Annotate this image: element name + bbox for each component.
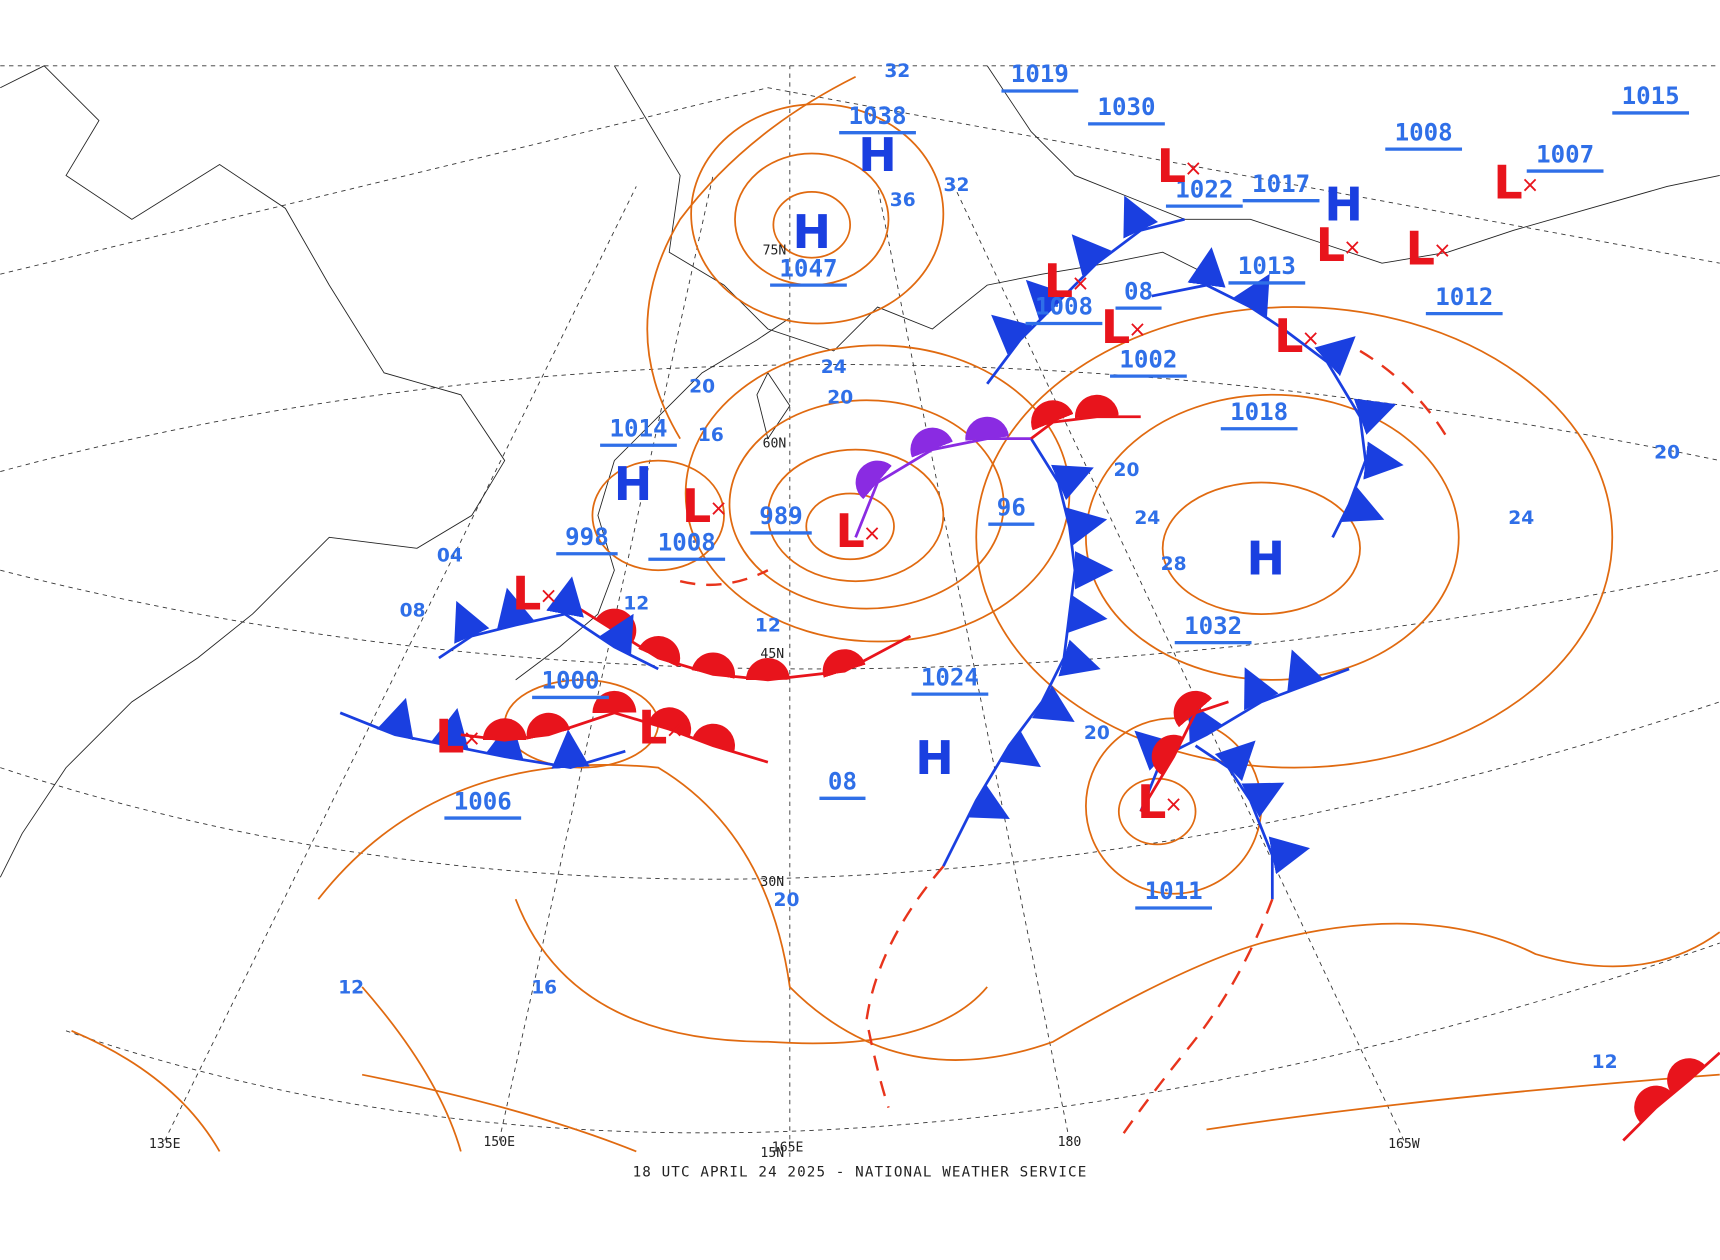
latitude-label: 60N bbox=[763, 436, 787, 451]
isobar-label: 12 bbox=[338, 978, 364, 999]
isobar-label: 20 bbox=[827, 388, 853, 409]
low-center: L bbox=[1493, 155, 1522, 209]
isobar-label: 16 bbox=[531, 978, 557, 999]
low-center: L bbox=[1316, 218, 1345, 272]
high-center: H bbox=[614, 457, 653, 511]
latitude-label: 75N bbox=[763, 243, 787, 258]
footer: 18 UTC APRIL 24 2025 - NATIONAL WEATHER … bbox=[633, 1165, 1088, 1181]
coastlines bbox=[0, 65, 1720, 878]
pressure-label: 1018 bbox=[1230, 398, 1288, 426]
isobar-label: 16 bbox=[698, 425, 724, 446]
isobar-label: 12 bbox=[623, 594, 649, 615]
pressure-label: 989 bbox=[759, 502, 803, 530]
low-x: × bbox=[1433, 239, 1451, 264]
longitude-label: 135E bbox=[149, 1137, 181, 1152]
isobar-label: 20 bbox=[1084, 723, 1110, 744]
pressure-label: 1019 bbox=[1011, 60, 1069, 88]
pressure-label: 1024 bbox=[921, 663, 979, 691]
low-x: × bbox=[1343, 235, 1361, 260]
pressure-label: 1011 bbox=[1145, 877, 1203, 905]
pressure-label: 1015 bbox=[1622, 82, 1680, 110]
low-x: × bbox=[1521, 173, 1539, 198]
latitude-label: 45N bbox=[760, 647, 784, 662]
low-x: × bbox=[863, 522, 881, 547]
low-x: × bbox=[709, 496, 727, 521]
pressure-label: 1047 bbox=[779, 254, 837, 282]
isobar-label: 04 bbox=[437, 545, 463, 566]
longitude-label: 150E bbox=[483, 1135, 515, 1150]
isobar-label: 20 bbox=[1114, 460, 1140, 481]
low-center: L bbox=[1406, 221, 1435, 275]
pressure-label: 1017 bbox=[1252, 170, 1310, 198]
isobar-label: 24 bbox=[1134, 508, 1160, 529]
pressure-label: 1007 bbox=[1536, 140, 1594, 168]
low-x: × bbox=[539, 584, 557, 609]
isobar-label: 20 bbox=[1654, 442, 1680, 463]
pressure-label: 1022 bbox=[1175, 175, 1233, 203]
low-x: × bbox=[1128, 318, 1146, 343]
pressure-label: 1000 bbox=[541, 667, 599, 695]
low-center: L bbox=[1137, 775, 1166, 829]
isobar-label: 12 bbox=[755, 616, 781, 637]
isobar-label: 20 bbox=[774, 890, 800, 911]
graticule bbox=[0, 65, 1720, 1157]
pressure-label: 1030 bbox=[1097, 93, 1155, 121]
isobar-label: 32 bbox=[884, 61, 910, 82]
high-center: H bbox=[915, 731, 954, 785]
isobar-label: 20 bbox=[689, 377, 715, 398]
high-center: H bbox=[858, 128, 897, 182]
pressure-label: 1032 bbox=[1184, 612, 1242, 640]
isobar-label: 24 bbox=[821, 357, 847, 378]
pressure-label: 1038 bbox=[849, 102, 907, 130]
pressure-label: 1002 bbox=[1119, 345, 1177, 373]
high-center: H bbox=[1324, 177, 1363, 231]
pressure-label: 1013 bbox=[1238, 252, 1296, 280]
low-x: × bbox=[463, 727, 481, 752]
low-center: L bbox=[512, 567, 541, 621]
low-center: L bbox=[638, 700, 667, 754]
fronts bbox=[339, 195, 1720, 1142]
low-center: L bbox=[682, 479, 711, 533]
longitude-label: 180 bbox=[1058, 1135, 1082, 1150]
high-center: H bbox=[792, 205, 831, 259]
low-x: × bbox=[665, 718, 683, 743]
isobar-label: 08 bbox=[400, 600, 426, 621]
low-x: × bbox=[1302, 326, 1320, 351]
isobars bbox=[71, 75, 1720, 1153]
latitude-label: 15N bbox=[760, 1146, 784, 1161]
pressure-label: 998 bbox=[565, 523, 609, 551]
pressure-label: 96 bbox=[997, 493, 1026, 521]
isobar-label: 36 bbox=[890, 190, 916, 211]
pressure-label: 1008 bbox=[1395, 118, 1453, 146]
low-center: L bbox=[1274, 309, 1303, 363]
latitude-label: 30N bbox=[760, 875, 784, 890]
low-center: L bbox=[835, 504, 864, 558]
isobar-label: 24 bbox=[1508, 508, 1534, 529]
low-x: × bbox=[1184, 156, 1202, 181]
longitude-label: 165W bbox=[1388, 1137, 1420, 1152]
low-center: L bbox=[1044, 254, 1073, 308]
pressure-label: 08 bbox=[828, 768, 857, 796]
pressure-label: 1012 bbox=[1435, 283, 1493, 311]
pressure-label: 1008 bbox=[658, 528, 716, 556]
pressure-label: 08 bbox=[1124, 277, 1153, 305]
pressure-label: 1006 bbox=[454, 787, 512, 815]
high-center: H bbox=[1246, 532, 1285, 586]
pressure-label: 1008 bbox=[1035, 293, 1093, 321]
low-x: × bbox=[1164, 792, 1182, 817]
pressure-label: 1014 bbox=[609, 414, 667, 442]
longitude-label: 165E bbox=[772, 1140, 804, 1155]
low-center: L bbox=[1157, 139, 1186, 193]
isobar-label: 32 bbox=[944, 175, 970, 196]
isobar-label: 28 bbox=[1161, 554, 1187, 575]
low-x: × bbox=[1071, 272, 1089, 297]
low-center: L bbox=[435, 709, 464, 763]
isobar-label: 12 bbox=[1592, 1052, 1618, 1073]
